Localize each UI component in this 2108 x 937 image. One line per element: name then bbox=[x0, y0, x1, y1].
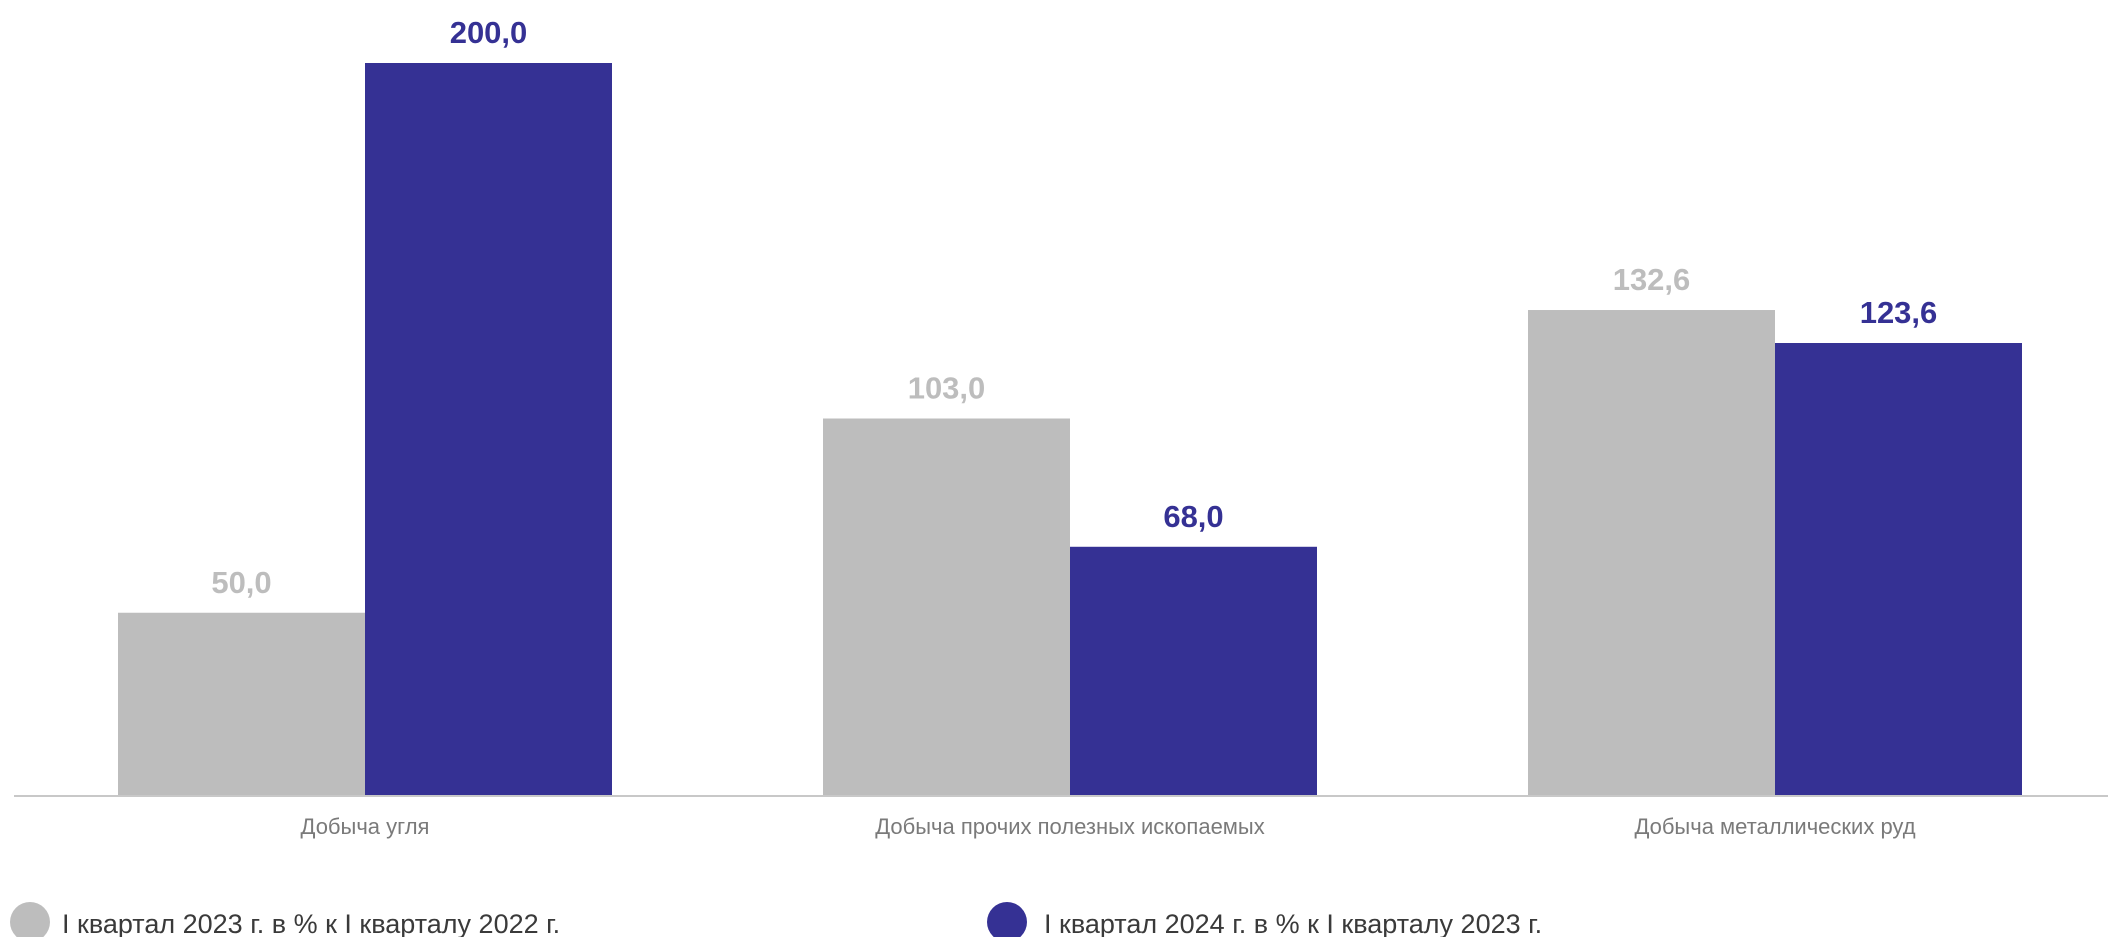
bar-series-1-2 bbox=[823, 418, 1070, 796]
legend-swatch bbox=[10, 902, 50, 937]
legend-swatch bbox=[987, 902, 1027, 937]
legend: I квартал 2023 г. в % к I кварталу 2022 … bbox=[10, 902, 1542, 937]
category-labels-group: Добыча угля Добыча прочих полезных ископ… bbox=[301, 814, 1916, 839]
category-label: Добыча угля bbox=[301, 814, 430, 839]
value-label: 200,0 bbox=[450, 15, 528, 50]
value-label: 68,0 bbox=[1163, 499, 1223, 534]
value-label: 103,0 bbox=[908, 371, 986, 406]
bar-series-2-2 bbox=[1070, 546, 1317, 796]
value-label: 123,6 bbox=[1860, 295, 1938, 330]
category-label: Добыча металлических руд bbox=[1634, 814, 1915, 839]
legend-item: I квартал 2024 г. в % к I кварталу 2023 … bbox=[987, 902, 1542, 937]
legend-item: I квартал 2023 г. в % к I кварталу 2022 … bbox=[10, 902, 560, 937]
legend-label: I квартал 2023 г. в % к I кварталу 2022 … bbox=[62, 909, 560, 937]
value-label: 50,0 bbox=[211, 565, 271, 600]
bar-series-2-1 bbox=[365, 63, 612, 796]
bar-series-1-3 bbox=[1528, 310, 1775, 796]
bar-series-1-1 bbox=[118, 612, 365, 796]
value-label: 132,6 bbox=[1613, 262, 1691, 297]
category-label: Добыча прочих полезных ископаемых bbox=[875, 814, 1265, 839]
value-labels-group: 50,0 200,0 103,0 68,0 132,6 123,6 bbox=[211, 15, 1937, 600]
legend-label: I квартал 2024 г. в % к I кварталу 2023 … bbox=[1044, 909, 1542, 937]
bar-series-2-3 bbox=[1775, 343, 2022, 796]
bars-group bbox=[118, 63, 2022, 796]
